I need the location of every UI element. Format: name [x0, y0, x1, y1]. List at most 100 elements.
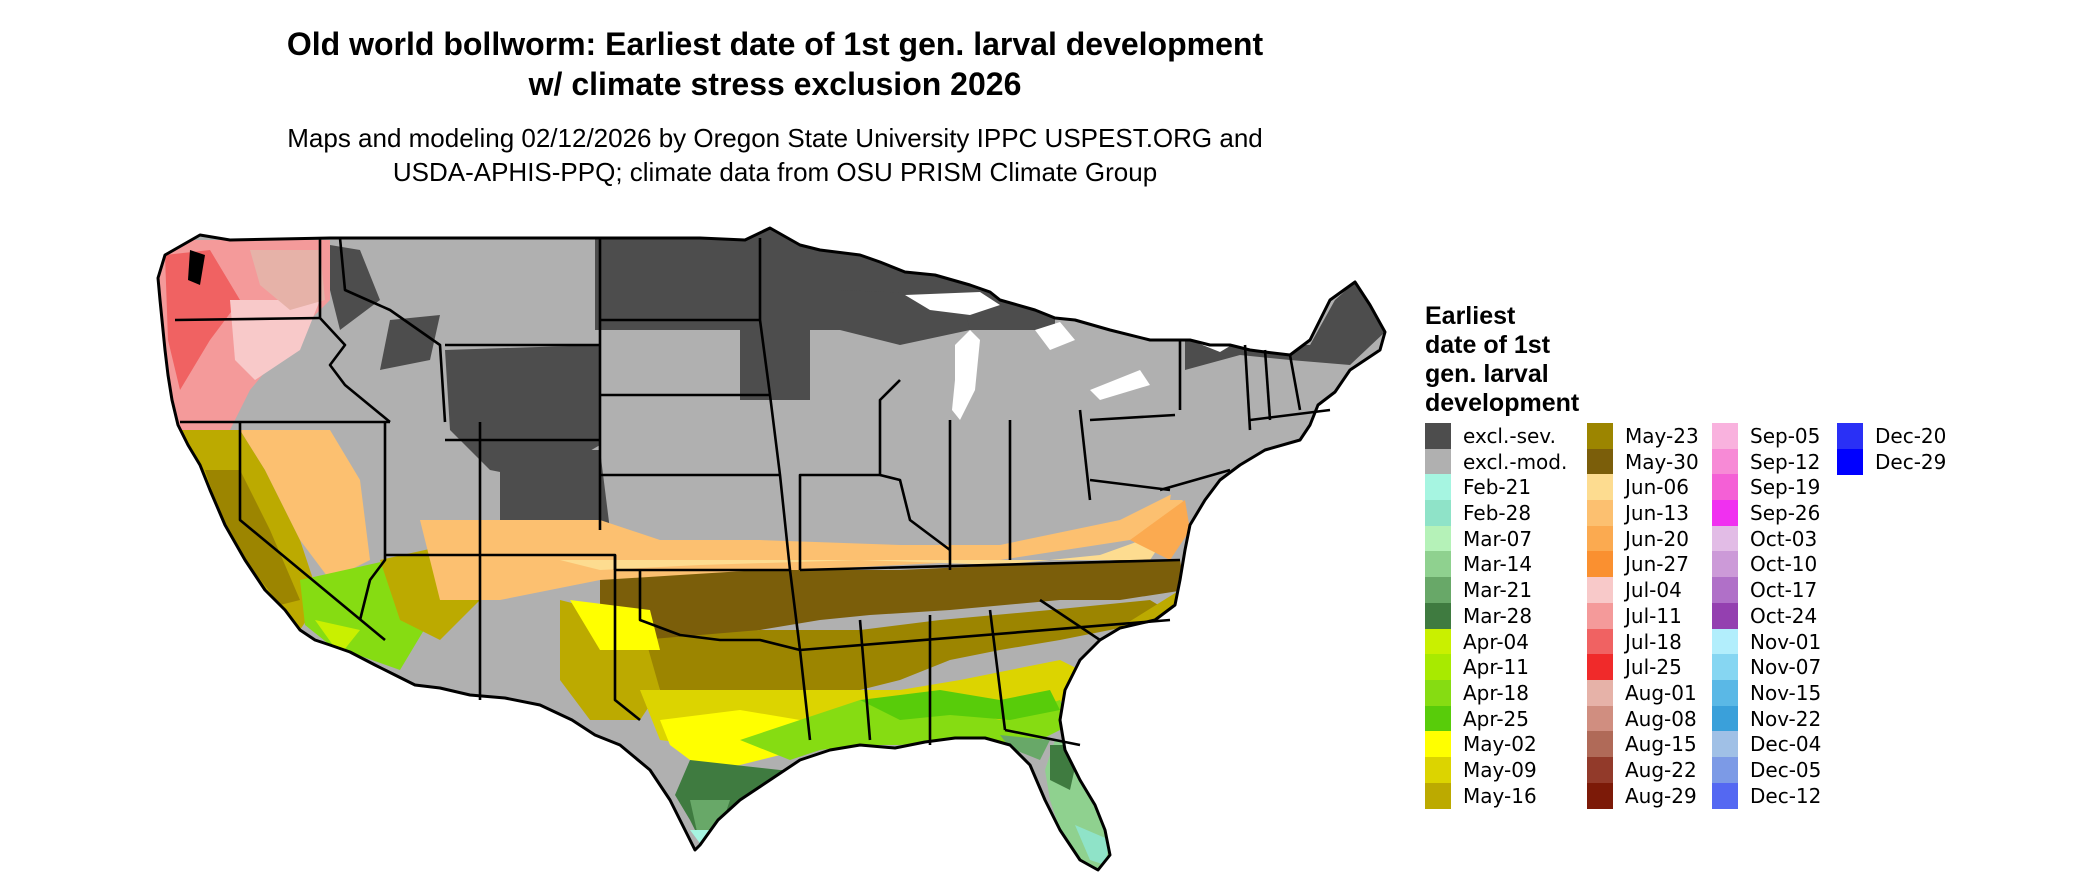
legend-label: Mar-28 — [1463, 603, 1533, 628]
legend-label: Aug-08 — [1625, 706, 1697, 731]
legend-swatch — [1425, 782, 1451, 809]
legend-swatch — [1712, 782, 1738, 809]
legend-title: Earliest date of 1st gen. larval develop… — [1425, 302, 1685, 418]
legend-swatch — [1587, 448, 1613, 475]
subtitle-line-2: USDA-APHIS-PPQ; climate data from OSU PR… — [392, 157, 1158, 187]
legend-swatch — [1712, 756, 1738, 783]
legend-swatch — [1587, 577, 1613, 604]
legend-label: Dec-12 — [1750, 783, 1822, 808]
legend-label: Oct-03 — [1750, 526, 1818, 551]
legend-label: May-23 — [1625, 424, 1699, 448]
legend-swatch — [1587, 525, 1613, 552]
legend-label: Apr-04 — [1463, 629, 1529, 654]
legend-label: Dec-05 — [1750, 757, 1822, 782]
legend-swatch — [1587, 474, 1613, 501]
legend-swatch — [1425, 602, 1451, 629]
legend-label: Feb-28 — [1463, 501, 1532, 526]
legend-swatch — [1712, 500, 1738, 527]
legend-label: Mar-14 — [1463, 552, 1533, 577]
legend-label: Jun-06 — [1625, 475, 1689, 500]
legend-swatch — [1587, 423, 1613, 449]
legend-label: May-02 — [1463, 732, 1537, 757]
legend-swatch — [1837, 423, 1863, 449]
title-line-1: Old world bollworm: Earliest date of 1st… — [286, 26, 1264, 62]
legend-swatch — [1587, 654, 1613, 681]
legend-label: Aug-22 — [1625, 757, 1697, 782]
legend-swatch — [1712, 423, 1738, 449]
legend-title-line-2: date of 1st — [1425, 331, 1551, 359]
legend-label: Nov-07 — [1750, 655, 1822, 680]
legend-swatch — [1425, 577, 1451, 604]
legend-label: May-09 — [1463, 757, 1537, 782]
us-risk-map — [156, 226, 1387, 872]
title-line-2: w/ climate stress exclusion 2026 — [528, 66, 1022, 102]
legend-swatch — [1425, 705, 1451, 732]
legend-label: Jun-20 — [1625, 526, 1689, 551]
map-title: Old world bollworm: Earliest date of 1st… — [150, 24, 1400, 104]
legend-swatch — [1425, 474, 1451, 501]
legend-title-line-1: Earliest — [1425, 302, 1516, 330]
legend-label: Aug-29 — [1625, 783, 1697, 808]
legend-swatch — [1587, 500, 1613, 527]
legend-label: Sep-05 — [1750, 424, 1821, 448]
legend-label: Jul-04 — [1625, 578, 1682, 603]
legend-label: Sep-19 — [1750, 475, 1821, 500]
legend-label: Mar-21 — [1463, 578, 1533, 603]
legend-swatch — [1712, 628, 1738, 655]
legend-swatch — [1712, 577, 1738, 604]
legend-label: Dec-20 — [1875, 424, 1947, 448]
legend-label: Oct-17 — [1750, 578, 1818, 603]
legend-title-line-4: development — [1425, 389, 1580, 417]
legend-label: Nov-22 — [1750, 706, 1822, 731]
legend-label: Apr-11 — [1463, 655, 1529, 680]
legend-swatch — [1425, 679, 1451, 706]
subtitle-line-1: Maps and modeling 02/12/2026 by Oregon S… — [287, 123, 1263, 153]
legend-swatch — [1587, 731, 1613, 758]
legend-label: Oct-24 — [1750, 603, 1818, 628]
legend-swatch — [1712, 448, 1738, 475]
legend-swatch — [1425, 423, 1451, 449]
legend-label: Feb-21 — [1463, 475, 1532, 500]
legend-title-line-3: gen. larval — [1425, 360, 1549, 388]
legend-label: Jun-27 — [1625, 552, 1689, 577]
legend-swatch — [1712, 679, 1738, 706]
legend-label: Nov-15 — [1750, 680, 1822, 705]
legend-swatch — [1425, 500, 1451, 527]
legend-label: Sep-12 — [1750, 449, 1821, 474]
legend-label: Jul-11 — [1625, 603, 1682, 628]
legend-label: Sep-26 — [1750, 501, 1821, 526]
legend-swatch — [1587, 551, 1613, 578]
legend-swatch — [1587, 679, 1613, 706]
legend-swatch — [1425, 448, 1451, 475]
legend-swatch — [1837, 448, 1863, 475]
legend-label: Jun-13 — [1625, 501, 1689, 526]
legend-label: Apr-18 — [1463, 680, 1529, 705]
legend-swatch — [1425, 628, 1451, 655]
legend-swatch — [1587, 782, 1613, 809]
legend-swatch — [1712, 551, 1738, 578]
legend-swatch — [1712, 705, 1738, 732]
legend-swatch — [1425, 551, 1451, 578]
state-borders — [174, 237, 1331, 747]
legend-swatch — [1712, 602, 1738, 629]
legend-label: Oct-10 — [1750, 552, 1818, 577]
legend-swatch — [1425, 654, 1451, 681]
legend-label: Aug-01 — [1625, 680, 1697, 705]
legend-label: Dec-04 — [1750, 732, 1822, 757]
legend-label: Apr-25 — [1463, 706, 1529, 731]
legend-swatch — [1712, 525, 1738, 552]
legend-label: excl.-sev. — [1463, 424, 1556, 448]
legend-label: May-30 — [1625, 449, 1699, 474]
legend-swatch — [1587, 756, 1613, 783]
legend-swatch — [1587, 628, 1613, 655]
map-subtitle: Maps and modeling 02/12/2026 by Oregon S… — [150, 121, 1400, 189]
legend-label: Aug-15 — [1625, 732, 1697, 757]
legend-label: Dec-29 — [1875, 449, 1947, 474]
legend-swatch — [1712, 654, 1738, 681]
legend-label: excl.-mod. — [1463, 449, 1568, 474]
legend-label: Jul-25 — [1625, 655, 1682, 680]
legend-swatch — [1587, 705, 1613, 732]
legend-swatch — [1712, 731, 1738, 758]
legend-swatch — [1425, 731, 1451, 758]
legend-label: Jul-18 — [1625, 629, 1682, 654]
